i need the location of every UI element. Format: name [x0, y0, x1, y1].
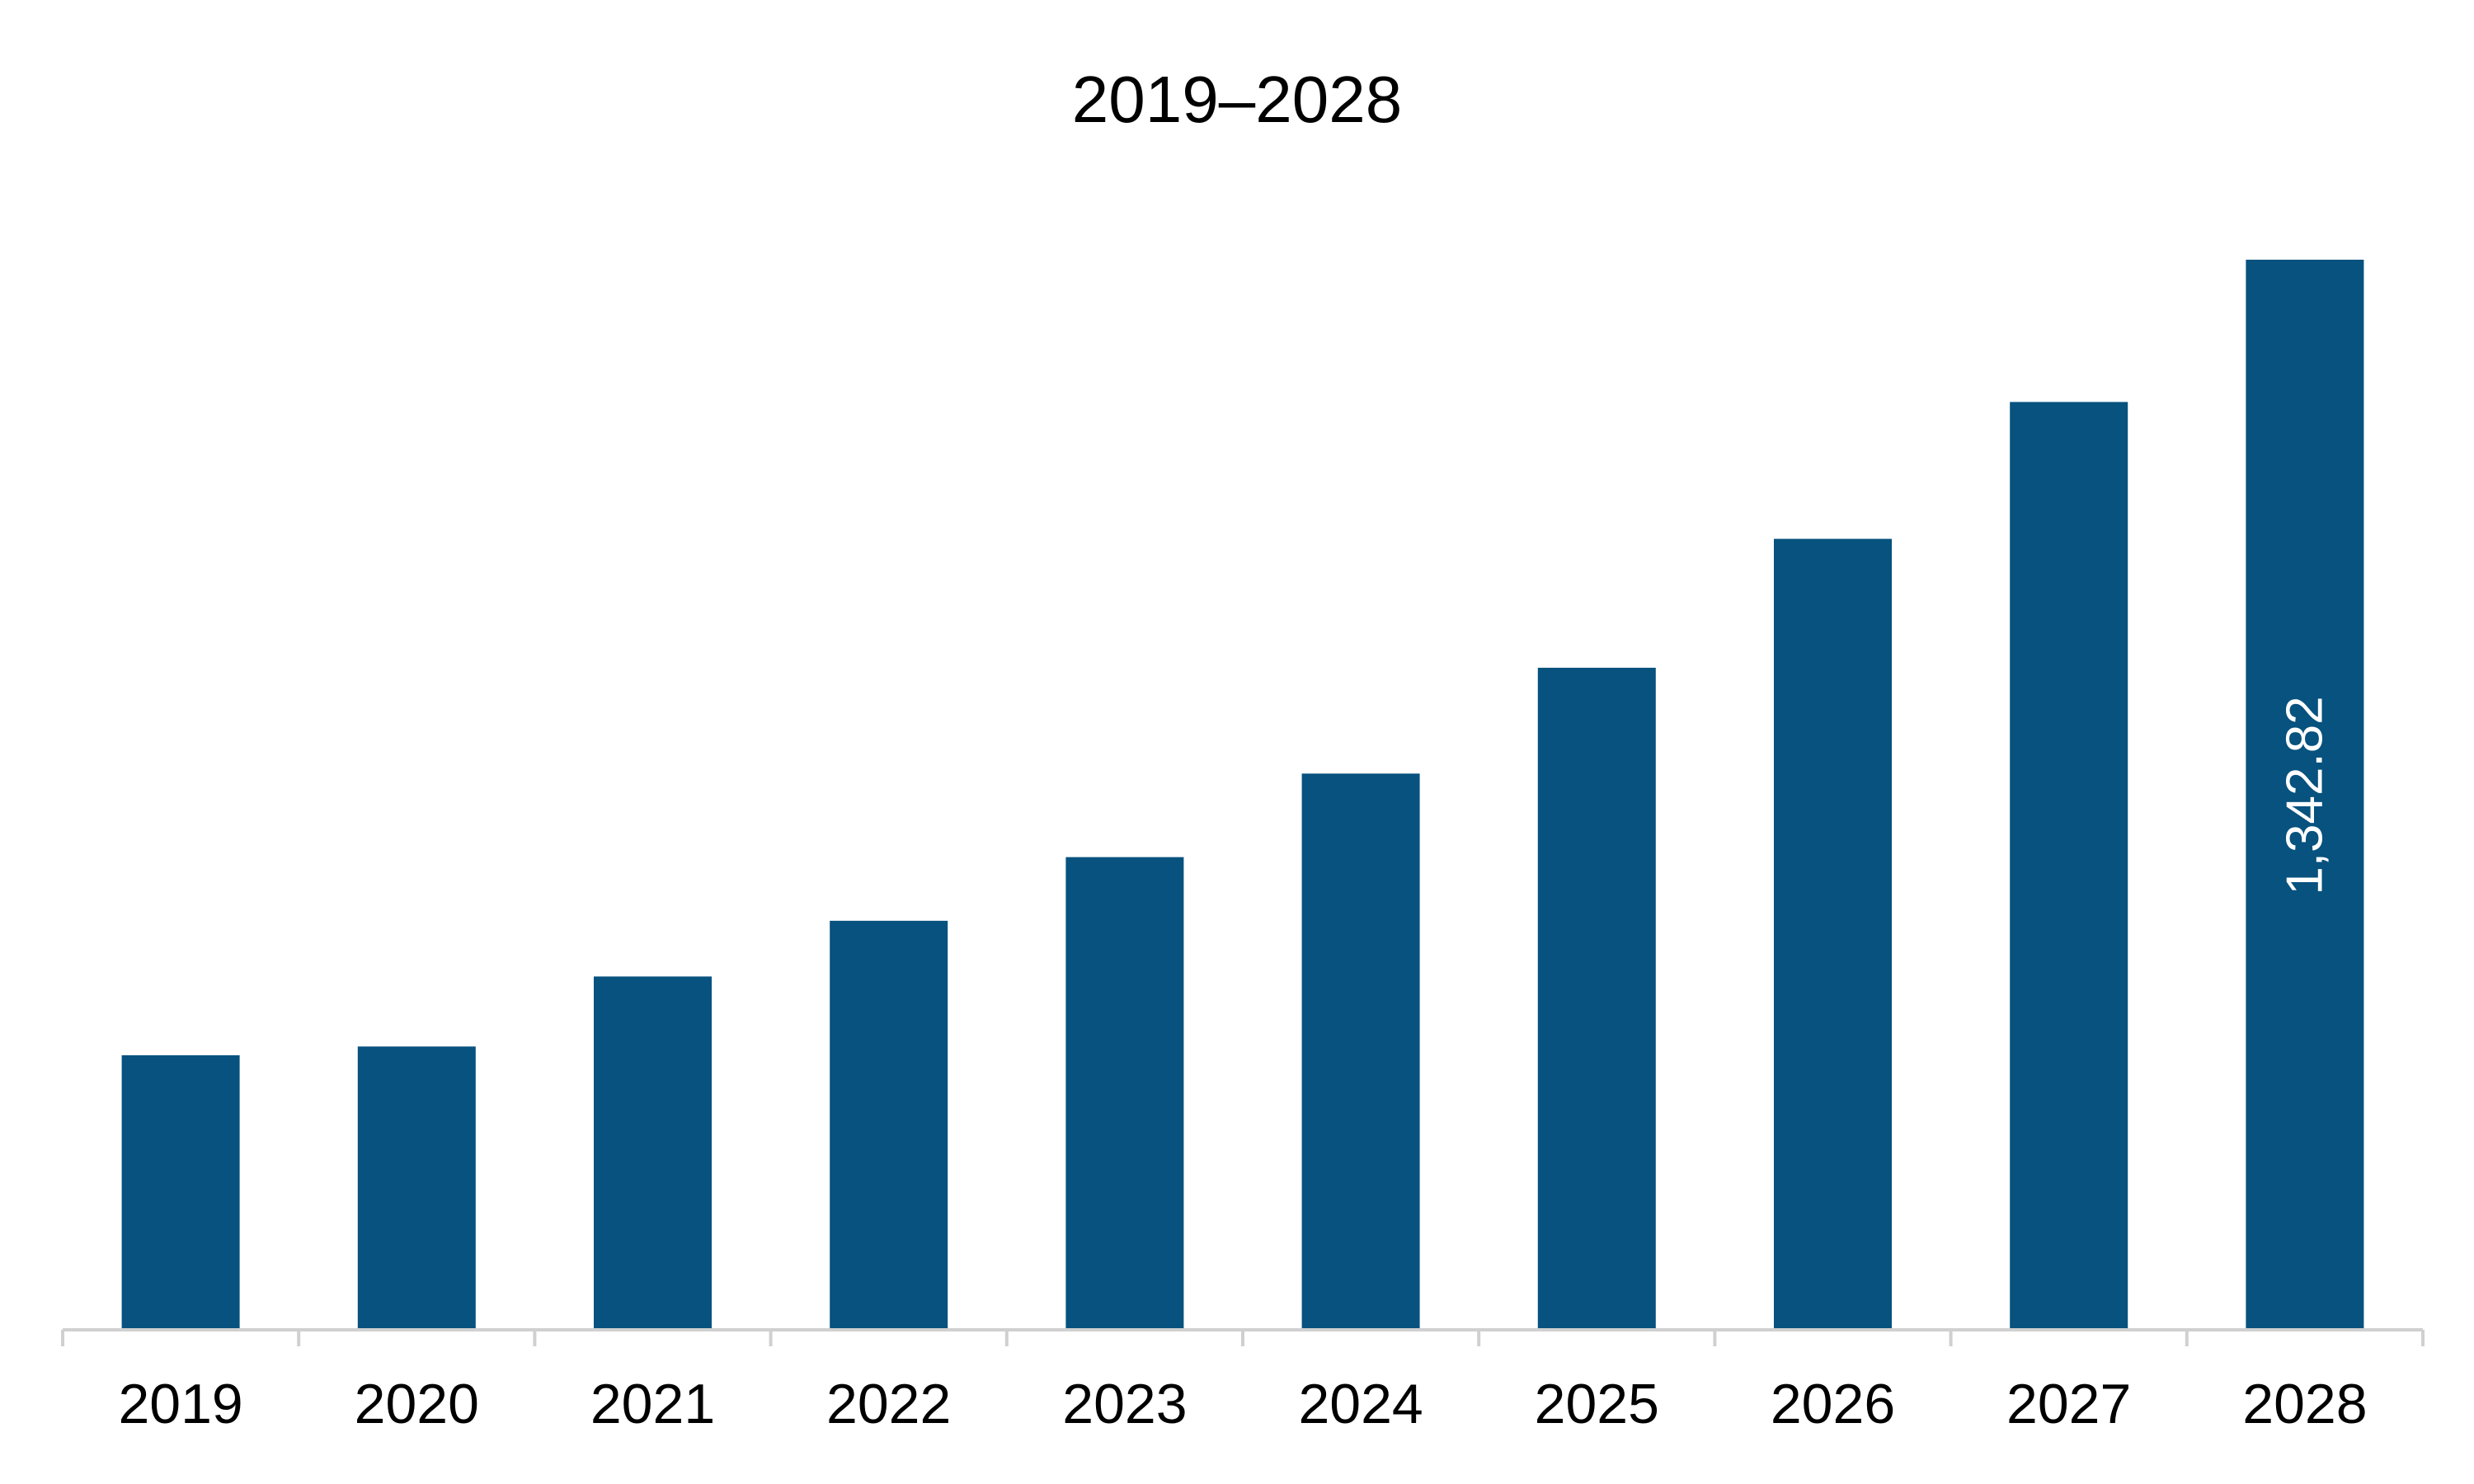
bar-2025: [1537, 667, 1656, 1328]
x-axis: [61, 1328, 2425, 1346]
bar-2020: [357, 1046, 476, 1328]
x-tick-label-2024: 2024: [1298, 1373, 1423, 1435]
chart-title: 2019–2028: [1072, 63, 1402, 136]
data-labels: 1,342.82: [2276, 696, 2333, 895]
bar-2019: [121, 1054, 240, 1328]
bar-2028: [2246, 260, 2364, 1328]
bar-2027: [2010, 402, 2128, 1328]
x-tick-label-2021: 2021: [590, 1373, 715, 1435]
x-tick-label-2020: 2020: [355, 1373, 479, 1435]
bar-2026: [1774, 538, 1892, 1328]
data-label-2028: 1,342.82: [2276, 696, 2333, 895]
x-tick-label-2025: 2025: [1535, 1373, 1659, 1435]
x-tick-label-2019: 2019: [118, 1373, 242, 1435]
x-tick-label-2023: 2023: [1062, 1373, 1187, 1435]
x-tick-label-2026: 2026: [1771, 1373, 1895, 1435]
bar-2022: [830, 920, 948, 1328]
bar-2021: [594, 976, 712, 1328]
bar-2024: [1301, 773, 1420, 1328]
bar-2023: [1065, 857, 1184, 1328]
bars-group: [121, 260, 2364, 1328]
x-tick-label-2022: 2022: [826, 1373, 951, 1435]
x-tick-labels: 2019 2020 2021 2022 2023 2024 2025 2026 2027 2028: [118, 1373, 2367, 1435]
x-tick-label-2027: 2027: [2006, 1373, 2131, 1435]
x-tick-label-2028: 2028: [2242, 1373, 2367, 1435]
